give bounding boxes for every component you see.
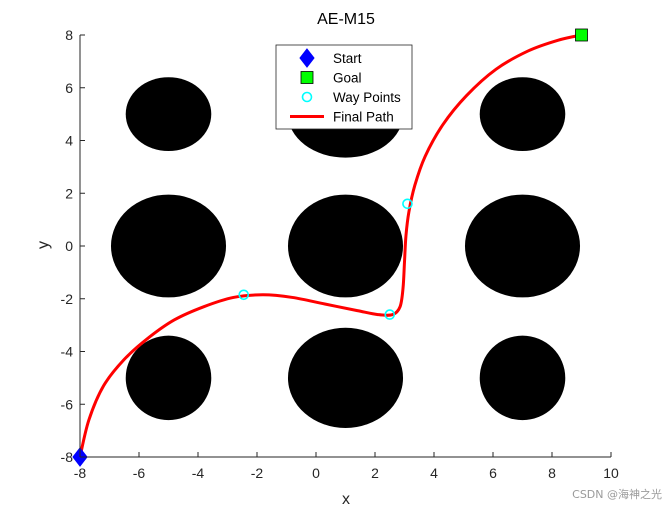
chart-title: AE-M15 <box>317 11 375 28</box>
legend-start-label: Start <box>333 51 362 66</box>
y-tick-label: -8 <box>61 449 74 465</box>
x-tick-label: 0 <box>312 465 320 481</box>
axes: -8 -6 -4 -2 0 2 4 6 8 10 -8 -6 -4 -2 0 2 4 6 8 <box>61 27 619 481</box>
obstacle-9 <box>479 335 566 421</box>
final-path-line <box>78 33 583 459</box>
legend-start-symbol <box>299 48 315 68</box>
final-path-layer <box>78 33 583 459</box>
obstacle-4 <box>110 194 227 298</box>
obstacle-8 <box>287 327 404 428</box>
y-tick-label: 6 <box>65 80 73 96</box>
legend-way-points-label: Way Points <box>333 90 401 105</box>
y-tick-label: -4 <box>61 344 74 360</box>
x-tick-label: 4 <box>430 465 438 481</box>
x-tick-label: 10 <box>603 465 619 481</box>
x-tick-label: -8 <box>74 465 87 481</box>
obstacle-1 <box>125 77 212 152</box>
obstacle-7 <box>125 335 212 421</box>
legend-goal-symbol <box>300 71 314 84</box>
x-tick-label: -2 <box>251 465 264 481</box>
legend-final-path-label: Final Path <box>333 110 394 125</box>
way-points-marker-3 <box>402 198 413 210</box>
legend: Start Goal Way Points Final Path <box>275 44 413 130</box>
x-axis-label: x <box>342 491 350 508</box>
y-tick-label: 2 <box>65 185 73 201</box>
y-tick-label: 8 <box>65 27 73 43</box>
way-points-marker-2 <box>384 309 396 320</box>
way-points-marker-1 <box>238 289 250 301</box>
goal-marker-1 <box>575 28 588 42</box>
y-tick-label: -2 <box>61 291 74 307</box>
watermark: CSDN @海神之光 <box>572 488 662 501</box>
x-tick-label: -4 <box>192 465 205 481</box>
x-tick-label: 2 <box>371 465 379 481</box>
x-tick-label: -6 <box>133 465 146 481</box>
obstacle-5 <box>287 194 404 298</box>
x-tick-label: 8 <box>548 465 556 481</box>
y-tick-label: 0 <box>65 238 73 254</box>
legend-way-points-symbol <box>301 91 313 103</box>
y-tick-label: -6 <box>61 396 74 412</box>
obstacle-3 <box>479 77 566 152</box>
obstacles <box>110 70 581 428</box>
x-tick-label: 6 <box>489 465 497 481</box>
y-axis-label: y <box>35 241 52 249</box>
legend-goal-label: Goal <box>333 71 362 86</box>
y-tick-label: 4 <box>65 133 73 149</box>
obstacle-6 <box>464 194 581 298</box>
